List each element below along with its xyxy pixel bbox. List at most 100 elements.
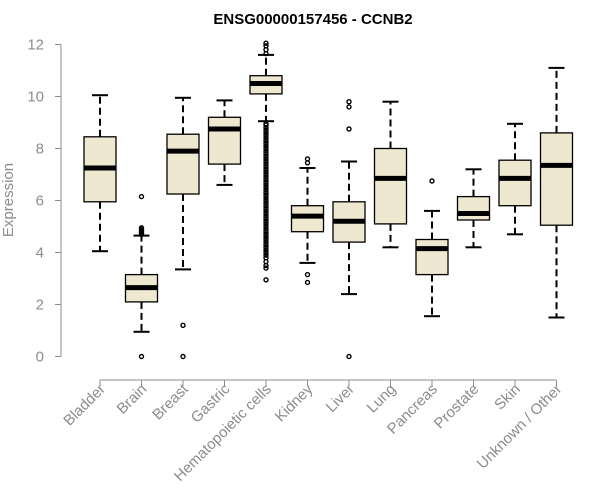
outlier-point: [263, 241, 269, 248]
outlier-point: [263, 228, 269, 235]
chart-title: ENSG00000157456 - CCNB2: [213, 11, 412, 28]
box-iqr: [207, 116, 242, 165]
outlier-point: [263, 153, 269, 160]
outlier-point: [346, 98, 352, 105]
outlier-point: [263, 277, 269, 283]
outlier-point: [263, 223, 269, 230]
box-iqr: [498, 159, 532, 207]
outlier-point: [263, 130, 269, 136]
outlier-point: [263, 236, 269, 243]
outlier-point: [263, 205, 269, 212]
x-tick-label: Brain: [114, 381, 151, 418]
box-lung: [373, 100, 408, 249]
outlier-point: [304, 279, 311, 286]
outlier-point: [263, 182, 269, 188]
outlier-point: [429, 178, 435, 184]
box-iqr: [290, 205, 325, 233]
y-tick-label: 2: [36, 297, 44, 314]
outlier-point: [263, 174, 269, 180]
outlier-point: [263, 137, 269, 144]
outlier-point: [263, 158, 269, 165]
outlier-point: [263, 202, 269, 209]
y-tick-label: 0: [36, 349, 44, 366]
x-tick-label: Liver: [323, 381, 358, 416]
outlier-point: [263, 226, 269, 232]
outlier-point: [138, 193, 145, 200]
outlier-point: [263, 184, 269, 191]
outlier-point: [263, 121, 269, 127]
outlier-point: [138, 353, 145, 360]
outlier-point: [263, 215, 269, 222]
outlier-point: [263, 187, 269, 193]
outlier-point: [263, 169, 269, 175]
outlier-point: [263, 132, 269, 139]
outlier-point: [263, 176, 269, 183]
y-tick-label: 4: [36, 245, 44, 262]
box-liver: [332, 98, 366, 360]
outlier-point: [263, 43, 269, 49]
outlier-point: [263, 255, 269, 261]
box-iqr: [456, 195, 491, 221]
x-tick-label: Bladder: [60, 381, 109, 430]
outlier-point: [263, 192, 269, 199]
outlier-point: [263, 244, 269, 251]
outlier-point: [263, 163, 269, 170]
y-tick-label: 8: [36, 141, 44, 158]
outlier-point: [263, 179, 269, 186]
box-skin: [498, 122, 532, 236]
outlier-point: [263, 150, 269, 157]
outlier-point: [263, 140, 269, 147]
x-tick-label: Kidney: [272, 380, 317, 425]
box-gastric: [207, 99, 242, 186]
box-iqr: [166, 133, 200, 195]
outlier-point: [346, 126, 352, 132]
x-tick-label: Skin: [491, 381, 524, 414]
outlier-point: [263, 195, 269, 201]
outlier-point: [346, 104, 352, 110]
outlier-point: [263, 148, 269, 154]
box-prostate: [456, 168, 491, 249]
outlier-point: [263, 166, 269, 173]
outlier-point: [263, 143, 269, 149]
box-hematopoietic-cells: [249, 40, 283, 283]
outlier-point: [263, 189, 269, 196]
outlier-point: [263, 234, 269, 240]
outlier-point: [263, 197, 269, 204]
outlier-point: [263, 210, 269, 217]
box-iqr: [539, 132, 574, 226]
outlier-point: [304, 271, 311, 278]
outlier-point: [346, 353, 352, 360]
outlier-point: [263, 145, 269, 152]
box-kidney: [290, 156, 325, 286]
outlier-point: [263, 249, 269, 256]
y-tick-label: 12: [27, 37, 44, 54]
outlier-point: [138, 225, 145, 231]
y-axis: 0 2 4 6 8 10 12: [27, 37, 62, 366]
outlier-point: [263, 200, 269, 206]
outlier-point: [263, 218, 269, 225]
outlier-point: [263, 171, 269, 178]
x-tick-label: Prostate: [431, 381, 483, 433]
outlier-point: [180, 353, 186, 360]
outlier-point: [263, 265, 269, 271]
outlier-point: [263, 208, 269, 214]
outlier-point: [263, 135, 269, 141]
box-iqr: [415, 238, 449, 276]
boxes: [83, 40, 574, 360]
outlier-point: [304, 156, 311, 162]
outlier-point: [263, 252, 269, 258]
outlier-point: [263, 247, 269, 253]
box-breast: [166, 96, 200, 360]
outlier-point: [263, 213, 269, 219]
y-tick-label: 6: [36, 193, 44, 210]
box-iqr: [373, 147, 408, 225]
outlier-point: [263, 231, 269, 238]
outlier-point: [263, 156, 269, 162]
x-tick-label: Breast: [149, 380, 192, 423]
box-pancreas: [415, 178, 449, 318]
outlier-point: [263, 127, 269, 134]
outlier-point: [180, 322, 186, 328]
outlier-point: [263, 221, 269, 227]
